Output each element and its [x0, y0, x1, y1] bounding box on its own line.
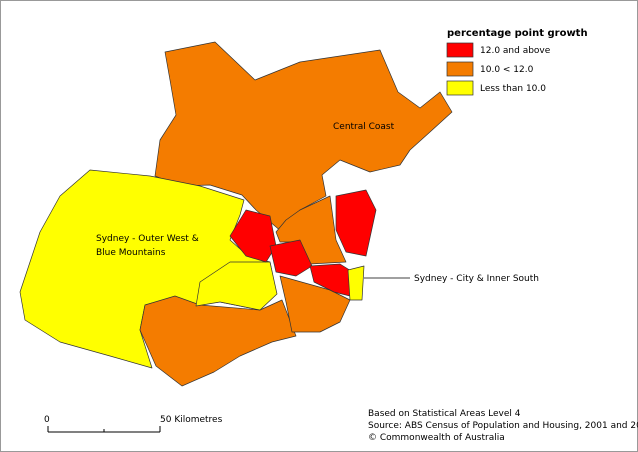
- legend-swatch: [446, 61, 474, 77]
- legend-label: 10.0 < 12.0: [480, 65, 534, 75]
- region: [347, 265, 365, 301]
- region-label: Sydney - Outer West &: [96, 234, 199, 244]
- legend-label: Less than 10.0: [480, 84, 546, 94]
- region-label: Central Coast: [333, 122, 395, 132]
- note: © Commonwealth of Australia: [368, 433, 505, 443]
- region: [269, 239, 313, 277]
- note: Source: ABS Census of Population and Hou…: [368, 421, 638, 431]
- legend: 12.0 and above 10.0 < 12.0 Less than 10.0: [446, 42, 551, 96]
- note: Based on Statistical Areas Level 4: [368, 409, 521, 419]
- regions: [19, 41, 453, 387]
- region-label: Sydney - City & Inner South: [414, 274, 539, 284]
- region-label: Blue Mountains: [96, 248, 166, 258]
- region: [335, 189, 377, 257]
- scale-label: 0: [44, 415, 50, 425]
- region: [195, 261, 278, 311]
- legend-swatch: [446, 42, 474, 58]
- legend-label: 12.0 and above: [480, 46, 551, 56]
- legend-title: percentage point growth: [447, 28, 588, 39]
- scale-label: 50 Kilometres: [160, 415, 223, 425]
- legend-swatch: [446, 80, 474, 96]
